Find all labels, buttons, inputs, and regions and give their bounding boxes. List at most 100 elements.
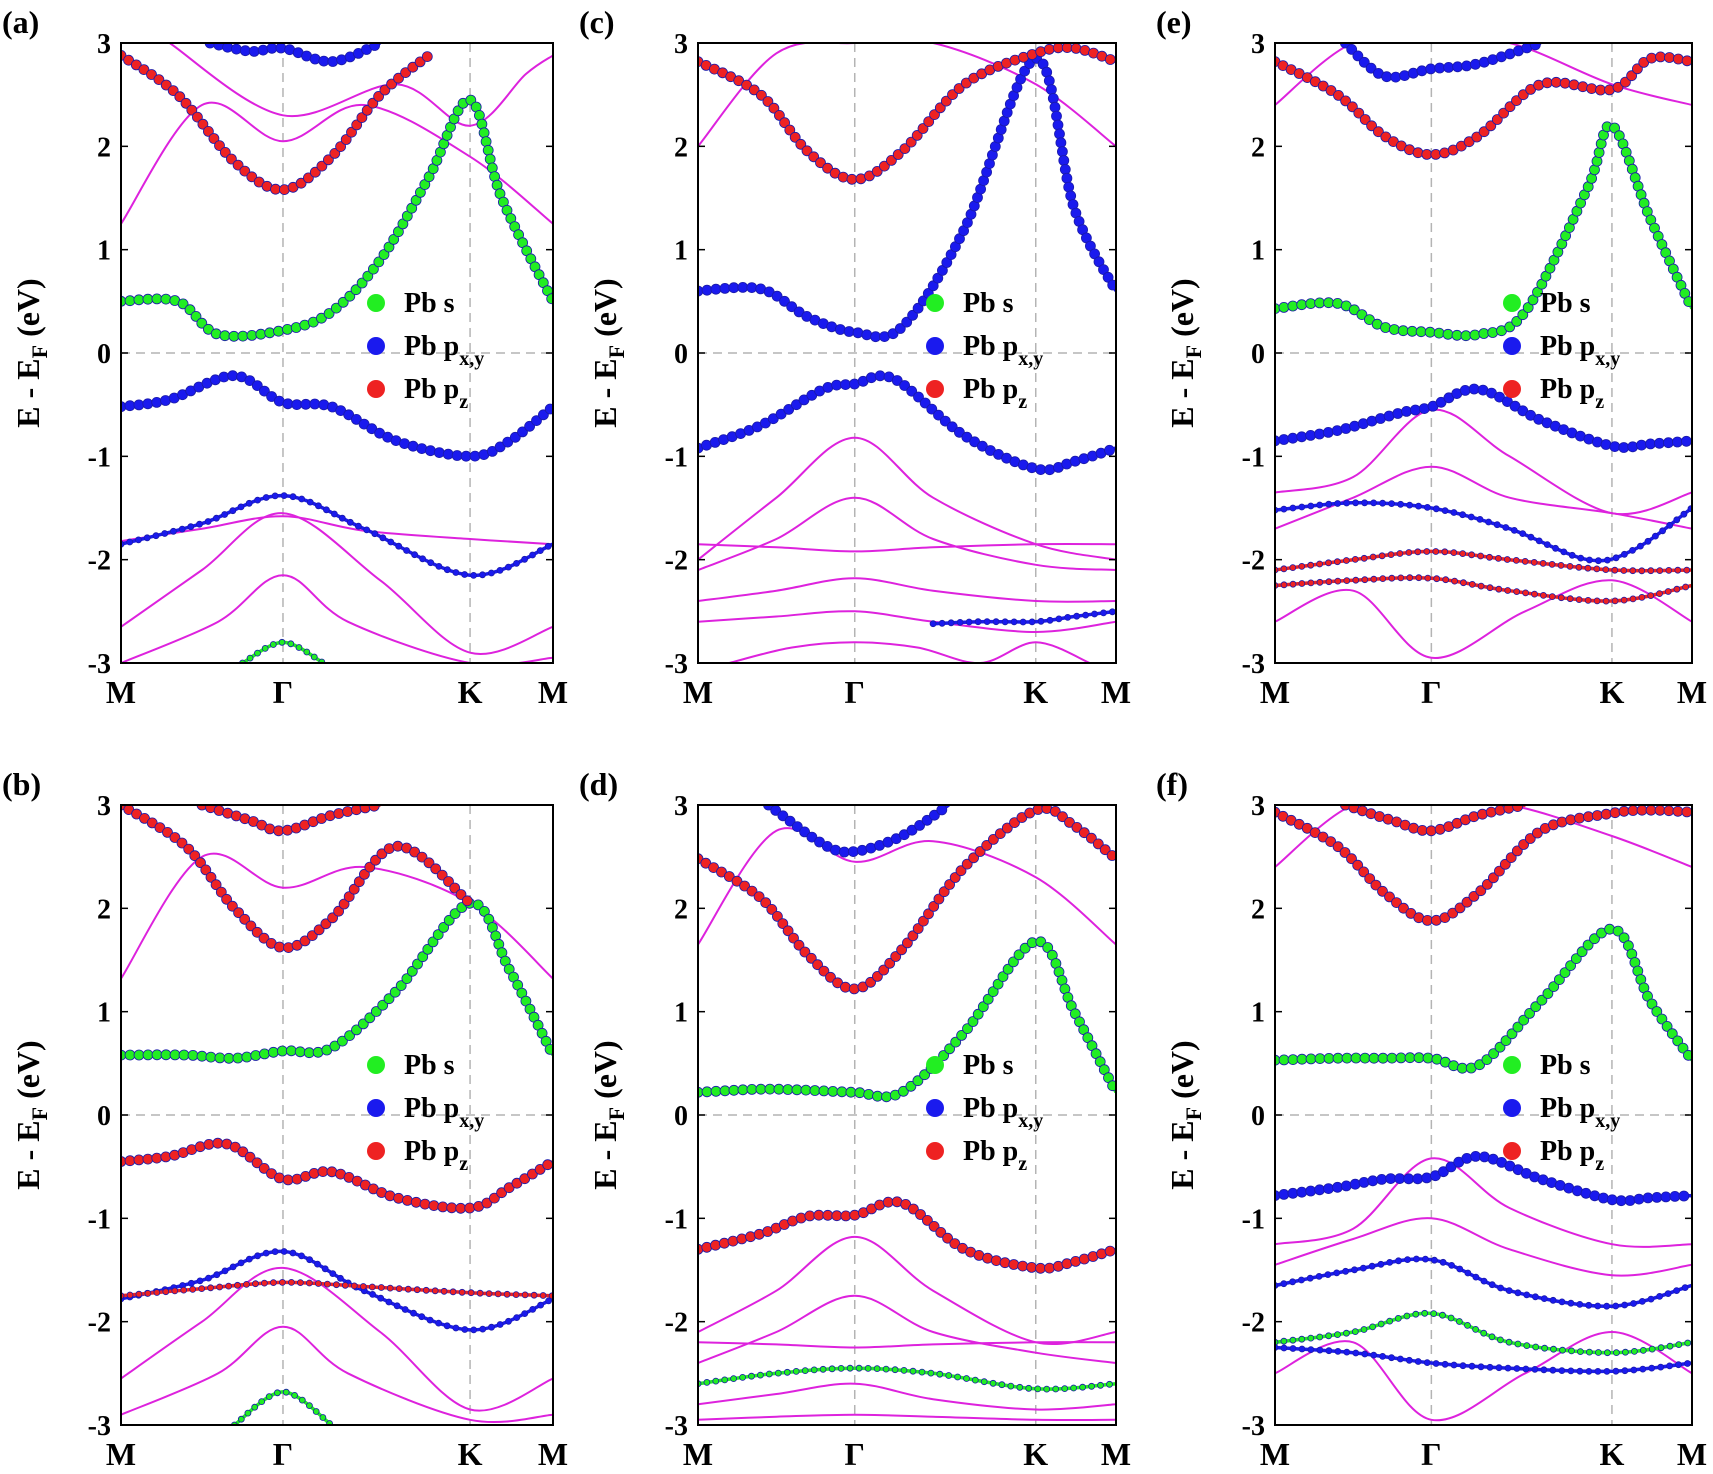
projection-dot-pxy bbox=[262, 1249, 270, 1257]
projection-dot-pxy bbox=[1055, 137, 1067, 149]
projection-dot-pz bbox=[167, 85, 179, 96]
projection-dot-pz bbox=[419, 1198, 431, 1210]
band-line bbox=[698, 542, 1116, 553]
projection-dot-pxy bbox=[1612, 1367, 1620, 1375]
projection-dot-pz bbox=[1512, 557, 1520, 564]
projection-dot-pz bbox=[308, 1168, 320, 1179]
projection-dot-pz bbox=[871, 165, 883, 177]
projection-dot-pxy bbox=[1334, 500, 1341, 507]
projection-dot-s bbox=[1323, 297, 1334, 309]
projection-dot-pz bbox=[1378, 552, 1386, 560]
projection-dot-s bbox=[783, 1368, 791, 1376]
projection-dot-pxy bbox=[1091, 610, 1098, 618]
projection-dot-pxy bbox=[1307, 502, 1315, 510]
projection-dot-pz bbox=[1602, 566, 1610, 573]
projection-dot-pxy bbox=[799, 826, 810, 838]
projection-dot-pz bbox=[789, 131, 801, 143]
projection-dot-pxy bbox=[161, 530, 169, 537]
projection-dot-pxy bbox=[783, 403, 795, 415]
projection-dot-pxy bbox=[1334, 1348, 1342, 1355]
ytick-label: -2 bbox=[1242, 546, 1265, 577]
xtick-label: M bbox=[1677, 674, 1707, 710]
projection-dot-pz bbox=[1001, 822, 1013, 834]
projection-dot-pxy bbox=[135, 536, 142, 544]
projection-dot-s bbox=[142, 1049, 154, 1061]
projection-dot-pxy bbox=[321, 1265, 329, 1273]
projection-dot-pz bbox=[1430, 148, 1442, 160]
projection-dot-s bbox=[1570, 953, 1582, 964]
projection-dot-pz bbox=[808, 151, 820, 163]
projection-dot-pz bbox=[1663, 805, 1675, 817]
projection-dot-pxy bbox=[1388, 1354, 1395, 1362]
projection-dot-pz bbox=[226, 900, 238, 912]
projection-dot-s bbox=[1651, 1006, 1663, 1017]
projection-dot-s bbox=[241, 1051, 253, 1063]
projection-dot-pz bbox=[1332, 841, 1344, 853]
projection-dot-pxy bbox=[327, 56, 339, 67]
projection-dot-s bbox=[1589, 933, 1600, 945]
projection-dot-pxy bbox=[1672, 436, 1683, 448]
projection-dot-s bbox=[1576, 946, 1588, 958]
projection-dot-pz bbox=[1647, 592, 1655, 599]
projection-dot-pz bbox=[208, 133, 220, 144]
projection-dot-s bbox=[546, 293, 553, 305]
projection-dot-s bbox=[1278, 301, 1290, 313]
projection-dot-s bbox=[1406, 325, 1418, 337]
projection-dot-pxy bbox=[1410, 404, 1421, 416]
projection-dot-s bbox=[918, 1368, 926, 1376]
projection-dot-pxy bbox=[1280, 1344, 1288, 1352]
projection-dot-pxy bbox=[529, 1306, 537, 1313]
projection-dot-s bbox=[133, 1049, 145, 1061]
projection-dot-pxy bbox=[258, 385, 270, 397]
projection-dot-pz bbox=[1477, 552, 1484, 560]
projection-dot-s bbox=[401, 973, 413, 984]
projection-dot-pxy bbox=[1638, 1298, 1646, 1305]
projection-dot-pxy bbox=[346, 518, 354, 526]
projection-dot-s bbox=[810, 1366, 818, 1374]
projection-dot-pz bbox=[1360, 554, 1368, 562]
projection-dot-s bbox=[1505, 1338, 1513, 1346]
projection-dot-pz bbox=[186, 104, 198, 116]
projection-dot-s bbox=[791, 1084, 803, 1096]
projection-dot-pz bbox=[309, 166, 321, 178]
projection-dot-pxy bbox=[544, 542, 552, 550]
projection-dot-s bbox=[782, 1084, 794, 1095]
projection-dot-pz bbox=[350, 1282, 358, 1290]
projection-dot-s bbox=[872, 1090, 883, 1102]
legend-marker bbox=[1503, 380, 1521, 398]
projection-dot-s bbox=[765, 1370, 773, 1378]
projection-dot-pxy bbox=[1472, 1273, 1480, 1281]
projection-dot-s bbox=[800, 1084, 812, 1096]
projection-dot-s bbox=[1631, 1348, 1638, 1355]
projection-dot-s bbox=[255, 328, 267, 340]
projection-dot-pxy bbox=[545, 1297, 552, 1305]
projection-dot-pz bbox=[1334, 577, 1342, 585]
band-line bbox=[121, 1266, 553, 1412]
panel-b: -3 -2 -1 0 1 2 3 M Γ K M E - EF (eV) (b) Pb s Pb px,y P… bbox=[2, 766, 568, 1472]
projection-dot-pxy bbox=[1397, 1355, 1404, 1363]
projection-dot-pz bbox=[768, 102, 780, 114]
projection-dot-pz bbox=[162, 827, 173, 838]
projection-dot-s bbox=[370, 1006, 382, 1017]
ytick-label: 3 bbox=[674, 791, 688, 822]
projection-dot-s bbox=[298, 1396, 306, 1404]
band-line bbox=[698, 1341, 1116, 1349]
projection-dot-pxy bbox=[1600, 439, 1612, 450]
projection-dot-pxy bbox=[1519, 530, 1527, 537]
projection-dot-pxy bbox=[1019, 65, 1030, 77]
projection-dot-pxy bbox=[1621, 1301, 1628, 1309]
projection-dot-pxy bbox=[1001, 618, 1009, 626]
projection-dot-pz bbox=[788, 932, 799, 944]
projection-dot-pxy bbox=[1680, 510, 1688, 518]
projection-dot-pz bbox=[287, 1279, 295, 1286]
projection-dot-s bbox=[1656, 1013, 1668, 1025]
projection-dot-s bbox=[427, 936, 439, 948]
projection-dot-pxy bbox=[369, 1291, 377, 1298]
projection-dot-s bbox=[764, 1083, 776, 1095]
projection-dot-s bbox=[1612, 925, 1624, 937]
projection-dot-pxy bbox=[152, 532, 160, 540]
projection-dot-pz bbox=[342, 806, 354, 817]
ytick-label: -3 bbox=[1242, 649, 1265, 680]
ytick-label: -3 bbox=[88, 1411, 111, 1442]
projection-dot-pz bbox=[234, 1281, 241, 1289]
